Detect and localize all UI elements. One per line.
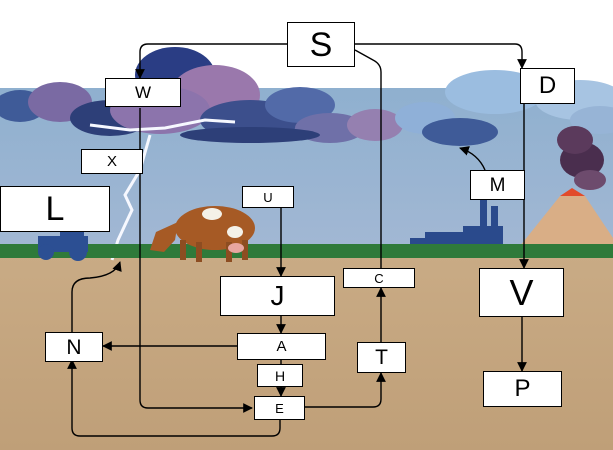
arrow-s-to-d [355, 43, 527, 69]
cow [150, 206, 255, 262]
label-d: D [520, 68, 575, 104]
arrow-e-to-t [305, 372, 386, 408]
label-m: M [470, 170, 525, 200]
label-v: V [479, 268, 564, 317]
label-a: A [237, 333, 326, 360]
line-w-to-e [139, 108, 253, 413]
line-c-to-s [354, 49, 382, 268]
label-j: J [220, 276, 335, 316]
arrow-n-to-ground [71, 261, 122, 332]
arrow-e-to-n-loop [67, 359, 281, 437]
label-c: C [343, 268, 415, 288]
label-e: E [254, 396, 305, 420]
label-x: X [81, 149, 143, 174]
grass [0, 244, 613, 258]
arrow-s-to-w [135, 43, 287, 79]
volcano [520, 126, 613, 250]
label-h: H [257, 364, 303, 387]
arrow-m-to-cloud [459, 146, 486, 171]
label-l: L [0, 186, 110, 232]
label-u: U [242, 186, 294, 208]
tractor [38, 228, 88, 261]
label-s: S [287, 22, 355, 67]
label-p: P [483, 371, 562, 407]
label-t: T [357, 342, 406, 373]
label-n: N [45, 332, 103, 362]
label-w: W [105, 78, 181, 107]
